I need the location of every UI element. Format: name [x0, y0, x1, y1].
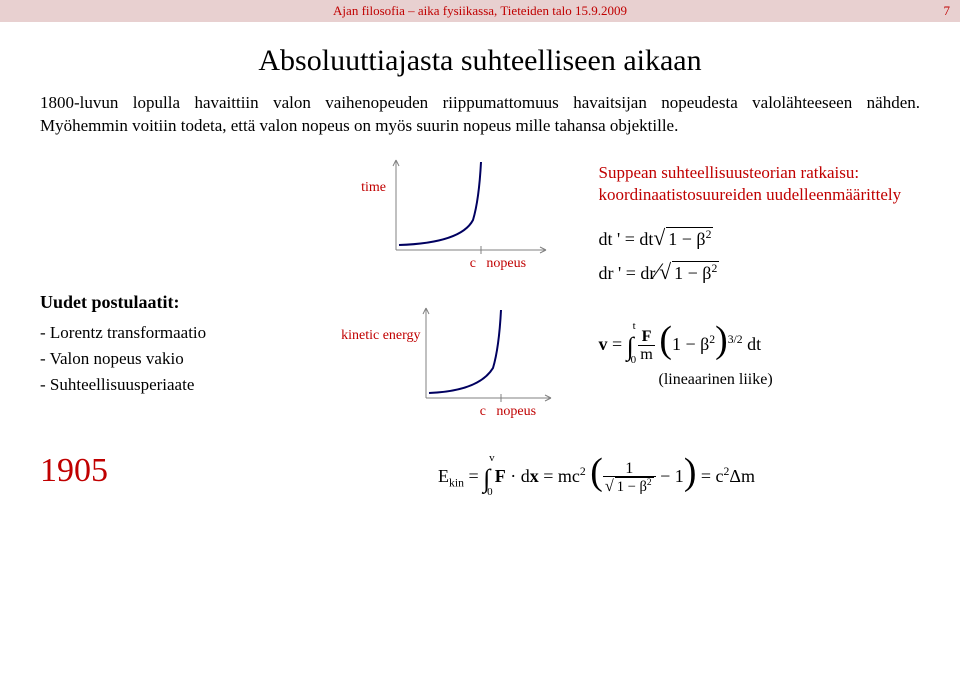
- charts-column: time c nopeus kinetic energy: [324, 142, 589, 426]
- eq-velocity: v = t ∫ 0 Fm (1 − β2)3/2 dt: [598, 316, 920, 363]
- intro-paragraph: 1800-luvun lopulla havaittiin valon vaih…: [40, 92, 920, 138]
- lineaarinen-note: (lineaarinen liike): [658, 371, 920, 389]
- postulaatit-heading: Uudet postulaatit:: [40, 292, 324, 313]
- eq-ekin: Ekin = v ∫ 0 F · ddxx = mc2 (1√1 − β2 − …: [438, 448, 755, 496]
- content-row: Uudet postulaatit: - Lorentz transformaa…: [40, 142, 920, 426]
- postulaatit-item-1: - Lorentz transformaatio: [40, 323, 324, 343]
- year-label: 1905: [40, 452, 108, 490]
- time-chart: time c nopeus: [351, 150, 561, 270]
- chart2-svg: [351, 298, 561, 418]
- bottom-row: 1905 Ekin = v ∫ 0 F · ddxx = mc2 (1√1 − …: [0, 426, 960, 496]
- equations-column: Suppean suhteellisuusteorian ratkaisu: k…: [588, 142, 920, 426]
- header-title: Ajan filosofia – aika fysiikassa, Tietei…: [333, 3, 627, 19]
- header-bar: Ajan filosofia – aika fysiikassa, Tietei…: [0, 0, 960, 22]
- chart1-xlabel: c nopeus: [470, 256, 526, 272]
- kinetic-chart: kinetic energy c nopeus: [351, 298, 561, 418]
- left-column: Uudet postulaatit: - Lorentz transformaa…: [40, 142, 324, 426]
- page-number: 7: [944, 3, 951, 19]
- postulaatit-item-2: - Valon nopeus vakio: [40, 349, 324, 369]
- chart2-ylabel: kinetic energy: [341, 328, 420, 344]
- suppean-text: Suppean suhteellisuusteorian ratkaisu: k…: [598, 162, 920, 206]
- chart1-svg: [351, 150, 561, 270]
- eq-dt-prime: dt ' = dt√1 − β2: [598, 226, 920, 251]
- chart2-xlabel: c nopeus: [480, 404, 536, 420]
- chart1-ylabel: time: [361, 180, 386, 196]
- eq-dr-prime: dr ' = dr⁄√1 − β2: [598, 259, 920, 286]
- page-title: Absoluuttiajasta suhteelliseen aikaan: [0, 44, 960, 78]
- postulaatit-item-3: - Suhteellisuusperiaate: [40, 375, 324, 395]
